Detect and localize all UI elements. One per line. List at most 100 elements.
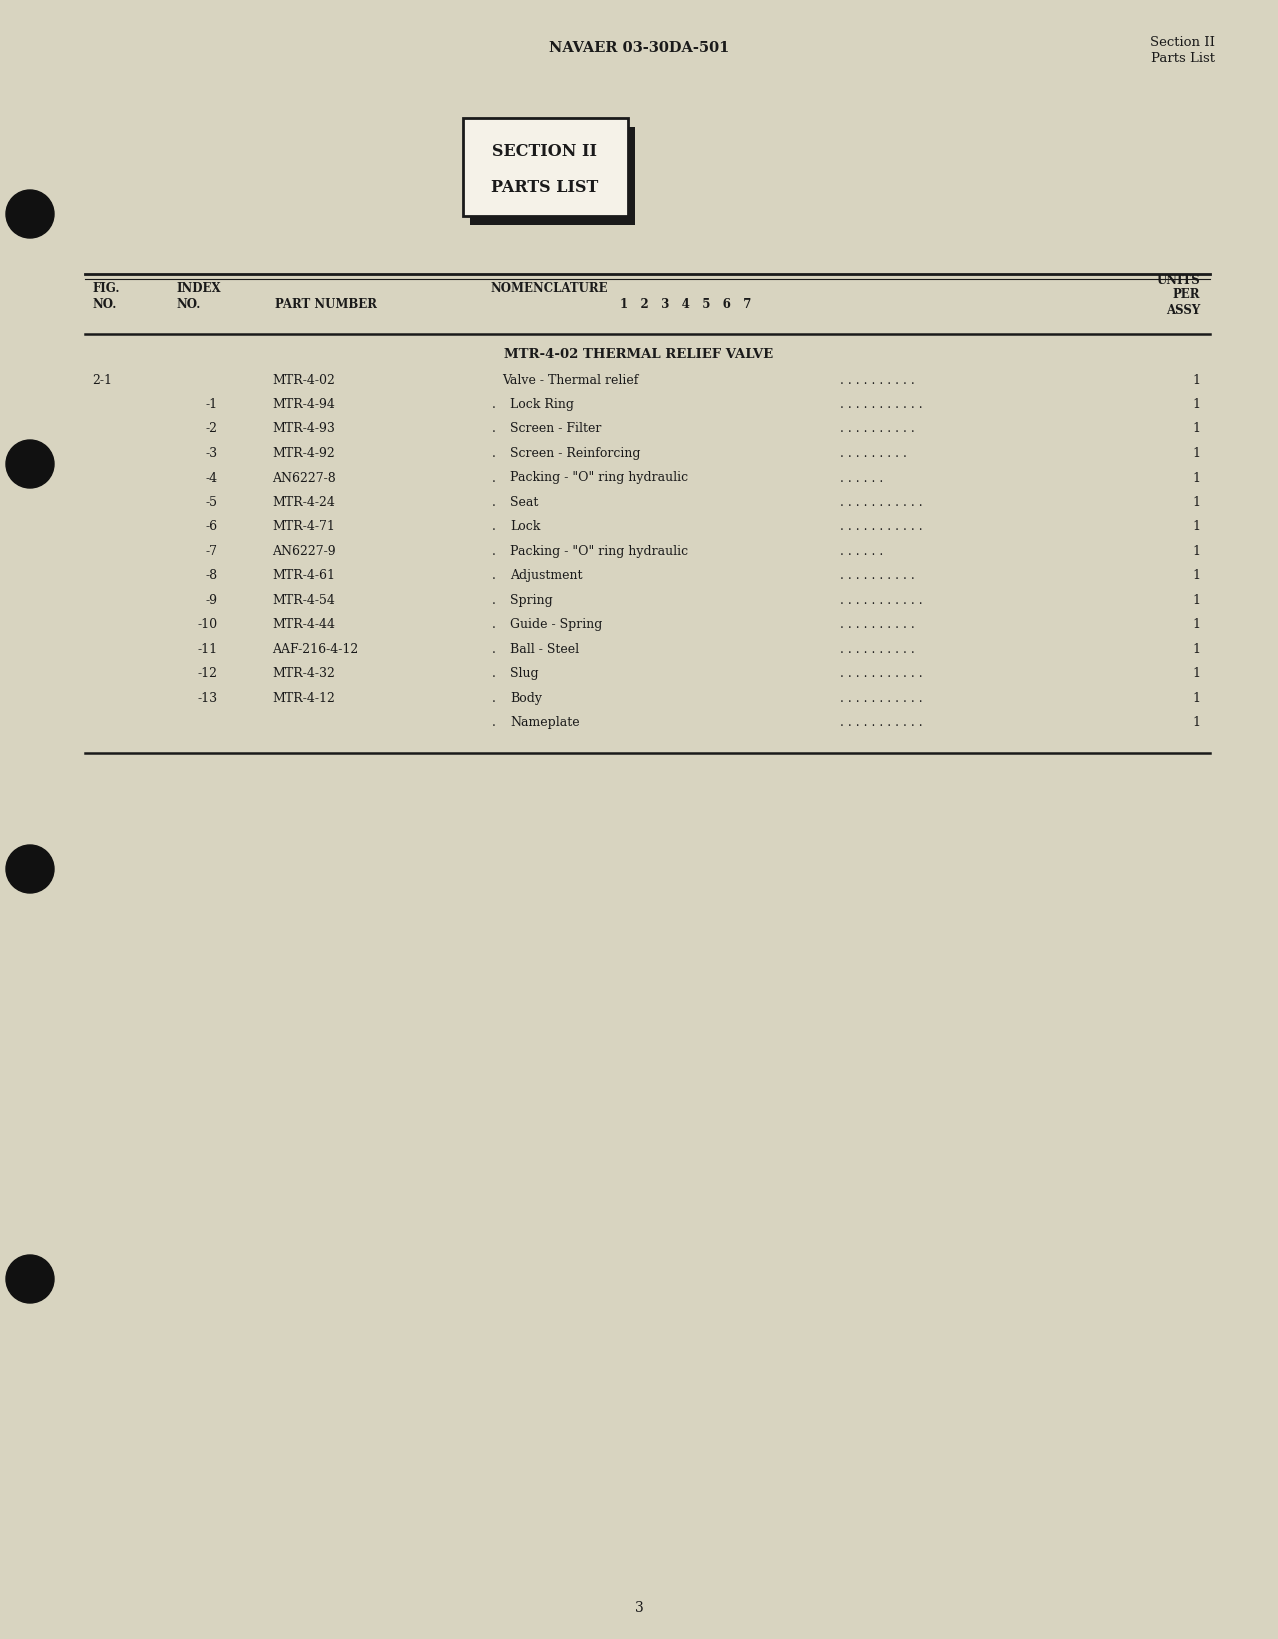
Text: MTR-4-24: MTR-4-24 <box>272 495 335 508</box>
Text: . . . . . .: . . . . . . <box>840 544 883 557</box>
Text: .: . <box>492 495 496 508</box>
Text: 1: 1 <box>1192 618 1200 631</box>
Text: .: . <box>492 544 496 557</box>
Text: UNITS: UNITS <box>1157 274 1200 287</box>
Text: .: . <box>492 447 496 459</box>
Text: . . . . . . . . . . .: . . . . . . . . . . . <box>840 716 923 729</box>
Text: NAVAER 03-30DA-501: NAVAER 03-30DA-501 <box>548 41 730 56</box>
Text: Valve - Thermal relief: Valve - Thermal relief <box>502 374 639 387</box>
Text: -13: -13 <box>198 692 219 705</box>
Text: Screen - Filter: Screen - Filter <box>510 423 602 436</box>
Circle shape <box>6 190 54 239</box>
Text: Body: Body <box>510 692 542 705</box>
Text: MTR-4-32: MTR-4-32 <box>272 667 335 680</box>
Text: MTR-4-93: MTR-4-93 <box>272 423 335 436</box>
Text: 1: 1 <box>1192 692 1200 705</box>
Bar <box>469 128 634 226</box>
Text: Lock Ring: Lock Ring <box>510 398 574 411</box>
Text: .: . <box>492 716 496 729</box>
Text: . . . . . . . . . . .: . . . . . . . . . . . <box>840 692 923 705</box>
Text: 2-1: 2-1 <box>92 374 112 387</box>
Text: PARTS LIST: PARTS LIST <box>491 179 598 195</box>
Text: 1: 1 <box>1192 716 1200 729</box>
Text: Packing - "O" ring hydraulic: Packing - "O" ring hydraulic <box>510 472 688 484</box>
Text: MTR-4-02: MTR-4-02 <box>272 374 335 387</box>
Text: NO.: NO. <box>176 298 201 311</box>
Text: Packing - "O" ring hydraulic: Packing - "O" ring hydraulic <box>510 544 688 557</box>
Text: -9: -9 <box>206 593 219 606</box>
Text: SECTION II: SECTION II <box>492 143 598 159</box>
Text: MTR-4-54: MTR-4-54 <box>272 593 335 606</box>
Text: . . . . . . . . . . .: . . . . . . . . . . . <box>840 593 923 606</box>
Text: MTR-4-02 THERMAL RELIEF VALVE: MTR-4-02 THERMAL RELIEF VALVE <box>505 347 773 361</box>
Text: AN6227-8: AN6227-8 <box>272 472 336 484</box>
Text: PER: PER <box>1172 287 1200 300</box>
Circle shape <box>6 846 54 893</box>
Text: NO.: NO. <box>92 298 116 311</box>
Text: .: . <box>492 593 496 606</box>
Text: . . . . . . . . . . .: . . . . . . . . . . . <box>840 398 923 411</box>
Text: .: . <box>492 642 496 656</box>
Text: .: . <box>492 520 496 533</box>
Text: . . . . . . . . . . .: . . . . . . . . . . . <box>840 520 923 533</box>
Text: 1   2   3   4   5   6   7: 1 2 3 4 5 6 7 <box>620 298 751 311</box>
Text: 1: 1 <box>1192 593 1200 606</box>
Text: .: . <box>492 692 496 705</box>
Text: MTR-4-12: MTR-4-12 <box>272 692 335 705</box>
Text: 1: 1 <box>1192 569 1200 582</box>
Text: .: . <box>492 472 496 484</box>
Text: 1: 1 <box>1192 447 1200 459</box>
Text: 1: 1 <box>1192 374 1200 387</box>
Text: NOMENCLATURE: NOMENCLATURE <box>489 282 607 295</box>
Text: . . . . . . . . . .: . . . . . . . . . . <box>840 569 915 582</box>
Text: -7: -7 <box>206 544 219 557</box>
Text: -8: -8 <box>206 569 219 582</box>
Text: 3: 3 <box>635 1600 643 1614</box>
Text: . . . . . .: . . . . . . <box>840 472 883 484</box>
Text: INDEX: INDEX <box>176 282 221 295</box>
Bar <box>463 120 627 216</box>
Text: -5: -5 <box>206 495 219 508</box>
Text: 1: 1 <box>1192 520 1200 533</box>
Text: -6: -6 <box>206 520 219 533</box>
Text: . . . . . . . . . . .: . . . . . . . . . . . <box>840 667 923 680</box>
Text: . . . . . . . . .: . . . . . . . . . <box>840 447 907 459</box>
Text: .: . <box>492 423 496 436</box>
Text: Parts List: Parts List <box>1151 51 1215 64</box>
Text: .: . <box>492 618 496 631</box>
Circle shape <box>6 441 54 488</box>
Text: . . . . . . . . . .: . . . . . . . . . . <box>840 642 915 656</box>
Text: -12: -12 <box>198 667 219 680</box>
Text: .: . <box>492 667 496 680</box>
Text: -11: -11 <box>198 642 219 656</box>
Text: . . . . . . . . . .: . . . . . . . . . . <box>840 374 915 387</box>
Text: ASSY: ASSY <box>1166 303 1200 316</box>
Text: 1: 1 <box>1192 472 1200 484</box>
Text: -1: -1 <box>206 398 219 411</box>
Circle shape <box>6 1255 54 1303</box>
Text: AN6227-9: AN6227-9 <box>272 544 336 557</box>
Text: MTR-4-61: MTR-4-61 <box>272 569 335 582</box>
Text: MTR-4-71: MTR-4-71 <box>272 520 335 533</box>
Text: . . . . . . . . . .: . . . . . . . . . . <box>840 423 915 436</box>
Text: . . . . . . . . . . .: . . . . . . . . . . . <box>840 495 923 508</box>
Text: 1: 1 <box>1192 423 1200 436</box>
Text: 1: 1 <box>1192 667 1200 680</box>
Text: Lock: Lock <box>510 520 541 533</box>
Text: . . . . . . . . . .: . . . . . . . . . . <box>840 618 915 631</box>
Text: 1: 1 <box>1192 544 1200 557</box>
Text: .: . <box>492 398 496 411</box>
Text: 1: 1 <box>1192 642 1200 656</box>
Text: -10: -10 <box>198 618 219 631</box>
Text: Guide - Spring: Guide - Spring <box>510 618 602 631</box>
Text: MTR-4-94: MTR-4-94 <box>272 398 335 411</box>
Text: .: . <box>492 569 496 582</box>
Text: PART NUMBER: PART NUMBER <box>275 298 377 311</box>
Text: Slug: Slug <box>510 667 538 680</box>
Text: FIG.: FIG. <box>92 282 120 295</box>
Text: Ball - Steel: Ball - Steel <box>510 642 579 656</box>
Text: AAF-216-4-12: AAF-216-4-12 <box>272 642 358 656</box>
Text: Seat: Seat <box>510 495 538 508</box>
Text: Section II: Section II <box>1150 36 1215 49</box>
Text: MTR-4-44: MTR-4-44 <box>272 618 335 631</box>
